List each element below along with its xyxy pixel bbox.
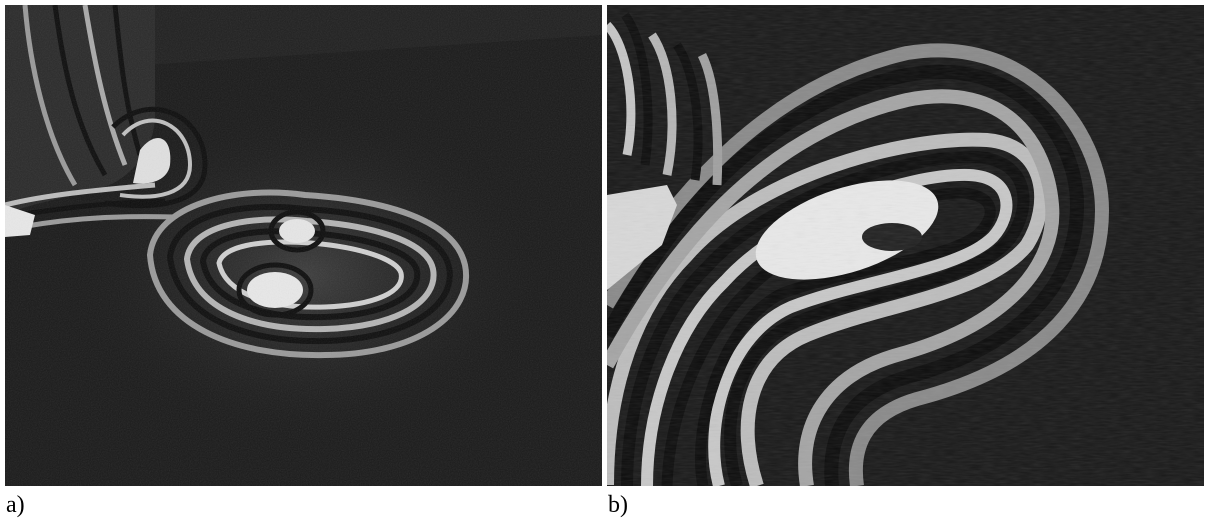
fringe-pattern-a [5, 5, 602, 486]
panel-label-a: a) [6, 492, 25, 518]
fringe-image-b [607, 5, 1204, 486]
fringe-image-a [5, 5, 602, 486]
fringe-pattern-b [607, 5, 1204, 486]
panel-label-b: b) [608, 492, 628, 518]
